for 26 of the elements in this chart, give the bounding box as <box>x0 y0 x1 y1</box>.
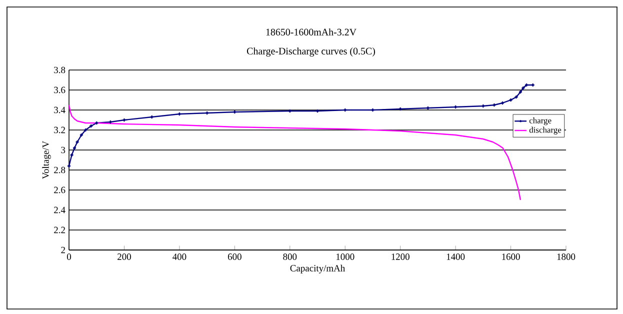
x-tick-label: 1000 <box>336 254 354 260</box>
y-tick-label: 2.4 <box>54 206 66 214</box>
x-axis-title: Capacity/mAh <box>290 264 345 274</box>
y-tick-label: 3.8 <box>54 66 66 74</box>
chart-subtitle: Charge-Discharge curves (0.5C) <box>246 47 375 57</box>
x-tick-label: 0 <box>67 254 72 260</box>
y-tick-label: 3 <box>61 146 66 154</box>
legend-label: discharge <box>529 126 562 134</box>
y-tick-label: 2 <box>61 246 65 254</box>
x-tick-label: 1800 <box>557 254 576 260</box>
x-tick-label: 1200 <box>392 254 410 260</box>
x-tick-label: 400 <box>172 254 186 260</box>
x-tick-label: 800 <box>283 254 297 260</box>
y-tick-label: 3.4 <box>54 106 66 114</box>
y-tick-label: 3.6 <box>54 86 66 94</box>
x-tick-label: 200 <box>118 254 131 260</box>
x-tick-label: 1600 <box>502 254 520 260</box>
y-axis-title: Voltage/V <box>42 140 51 179</box>
chart-title: 18650-1600mAh-3.2V <box>266 28 356 36</box>
x-tick-label: 1400 <box>446 254 465 260</box>
y-tick-label: 3.2 <box>54 126 65 134</box>
y-tick-label: 2.6 <box>54 186 66 194</box>
x-tick-label: 600 <box>228 254 242 260</box>
legend-label: charge <box>529 117 552 126</box>
y-tick-label: 2.8 <box>54 166 66 174</box>
y-tick-label: 2.2 <box>54 226 65 234</box>
